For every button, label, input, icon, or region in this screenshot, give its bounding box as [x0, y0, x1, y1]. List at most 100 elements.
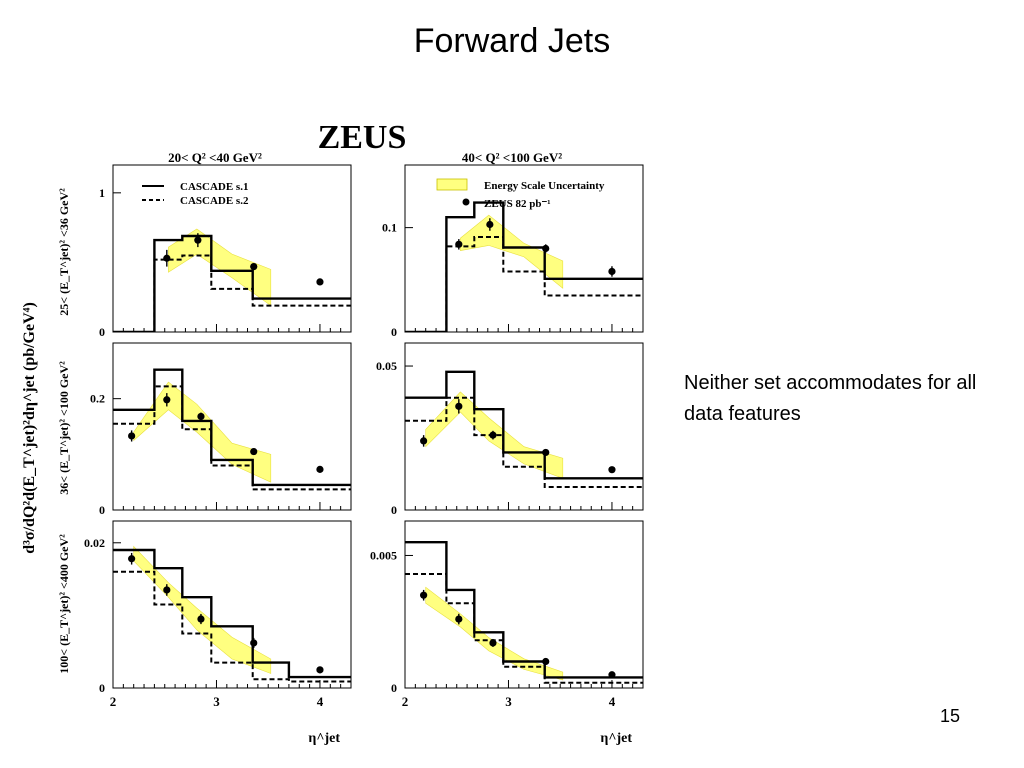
- legend-band-swatch: [436, 178, 468, 191]
- col-title-right: 40< Q² <100 GeV²: [462, 150, 562, 165]
- uncertainty-band: [460, 214, 564, 289]
- panel-plot-area: [113, 228, 351, 332]
- data-point: [608, 466, 616, 474]
- y-axis-title: d³σ/dQ²d(E_T^jet)²dη^jet (pb/GeV⁴): [21, 302, 38, 554]
- x-tick-label: 2: [110, 694, 117, 709]
- data-point: [128, 432, 136, 440]
- uncertainty-band: [133, 545, 272, 674]
- cascade-s1-line: [405, 541, 643, 679]
- x-axis-title-right: η^jet: [600, 731, 632, 746]
- panel-q2-20-40_et-25-36: 01: [99, 164, 352, 339]
- data-point: [163, 586, 171, 594]
- x-tick-label: 2: [402, 694, 409, 709]
- data-point: [455, 240, 463, 248]
- panel-q2-20-40_et-36-100: 00.2: [90, 342, 352, 517]
- y-tick-label: 0: [99, 325, 105, 339]
- data-point: [163, 254, 171, 262]
- side-note: Neither set accommodates for all data fe…: [684, 372, 977, 425]
- panel-plot-area: [405, 201, 643, 332]
- data-point: [250, 639, 258, 647]
- panel-plot-area: [405, 541, 643, 684]
- data-point: [250, 447, 258, 456]
- cascade-s1-line: [113, 368, 351, 487]
- data-point: [316, 666, 324, 674]
- data-point: [128, 555, 136, 563]
- data-point: [420, 437, 428, 445]
- data-point: [316, 278, 324, 286]
- legend-label-band: Energy Scale Uncertainty: [484, 180, 605, 192]
- data-point: [489, 639, 497, 647]
- panel-q2-40-100_et-100-400: 0 0.005 2 3 4: [370, 520, 644, 709]
- row-title-1: 25< (E_T^jet)² <36 GeV²: [57, 188, 71, 316]
- data-point: [542, 448, 550, 457]
- y-tick-label: 0: [99, 503, 105, 517]
- y-tick-label: 0.2: [90, 392, 105, 406]
- data-point: [608, 267, 616, 276]
- data-point: [542, 657, 550, 666]
- legend-label-data: ZEUS 82 pb⁻¹: [484, 198, 551, 210]
- cascade-s2-line: [405, 573, 643, 684]
- cascade-s1-line: [113, 548, 351, 679]
- legend-data: Energy Scale Uncertainty ZEUS 82 pb⁻¹: [436, 178, 605, 210]
- y-tick-label: 0.1: [382, 221, 397, 235]
- data-point: [455, 615, 463, 623]
- panel-frame: [112, 520, 352, 689]
- x-tick-label: 4: [609, 694, 616, 709]
- panel-q2-40-100_et-36-100: 00.05: [376, 342, 644, 517]
- data-point: [542, 244, 550, 253]
- panel-plot-area: [113, 545, 351, 683]
- panel-q2-20-40_et-100-400: 0 0.02 2 3 4: [84, 520, 352, 709]
- experiment-label: ZEUS: [318, 119, 407, 156]
- cascade-s2-line: [113, 385, 351, 491]
- data-point: [250, 262, 258, 271]
- page-number: 15: [939, 706, 961, 726]
- data-point: [197, 615, 205, 623]
- cascade-s2-line: [405, 396, 643, 488]
- data-point: [455, 402, 463, 410]
- data-point: [194, 236, 202, 244]
- x-tick-label: 3: [213, 694, 220, 709]
- data-point: [489, 431, 497, 439]
- cascade-s1-line: [113, 234, 351, 332]
- legend-label-s2: CASCADE s.2: [180, 195, 249, 207]
- panel-frame: [404, 520, 644, 689]
- col-title-left: 20< Q² <40 GeV²: [168, 150, 262, 165]
- cascade-s1-line: [405, 201, 643, 332]
- slide-title: Forward Jets: [413, 22, 611, 60]
- cascade-s2-line: [113, 570, 351, 683]
- x-axis-title-left: η^jet: [308, 731, 340, 746]
- y-tick-label: 1: [99, 186, 105, 200]
- uncertainty-band: [425, 586, 564, 681]
- data-point: [316, 465, 324, 473]
- legend-cascade: CASCADE s.1 CASCADE s.2: [142, 181, 249, 207]
- y-tick-label: 0.005: [370, 548, 397, 562]
- panel-frame: [404, 342, 644, 511]
- panel-q2-40-100_et-25-36: 00.1: [382, 164, 644, 339]
- row-title-3: 100< (E_T^jet)² <400 GeV²: [57, 534, 71, 674]
- panel-frame: [404, 164, 644, 333]
- row-title-2: 36< (E_T^jet)² <100 GeV²: [57, 361, 71, 495]
- panel-frame: [112, 342, 352, 511]
- x-tick-label: 4: [317, 694, 324, 709]
- data-point: [163, 396, 171, 404]
- y-tick-label: 0.02: [84, 536, 105, 550]
- legend-data-marker: [462, 198, 470, 206]
- y-tick-label: 0: [99, 681, 105, 695]
- uncertainty-band: [133, 381, 272, 483]
- y-tick-label: 0: [391, 503, 397, 517]
- cascade-s1-line: [405, 370, 643, 480]
- x-tick-label: 3: [505, 694, 512, 709]
- panel-plot-area: [113, 368, 351, 491]
- panel-frame: [112, 164, 352, 333]
- data-point: [608, 671, 616, 679]
- legend-label-s1: CASCADE s.1: [180, 181, 248, 193]
- data-point: [420, 591, 428, 599]
- y-tick-label: 0: [391, 325, 397, 339]
- data-point: [486, 220, 494, 229]
- y-tick-label: 0: [391, 681, 397, 695]
- data-point: [197, 412, 205, 421]
- panel-plot-area: [405, 370, 643, 488]
- y-tick-label: 0.05: [376, 359, 397, 373]
